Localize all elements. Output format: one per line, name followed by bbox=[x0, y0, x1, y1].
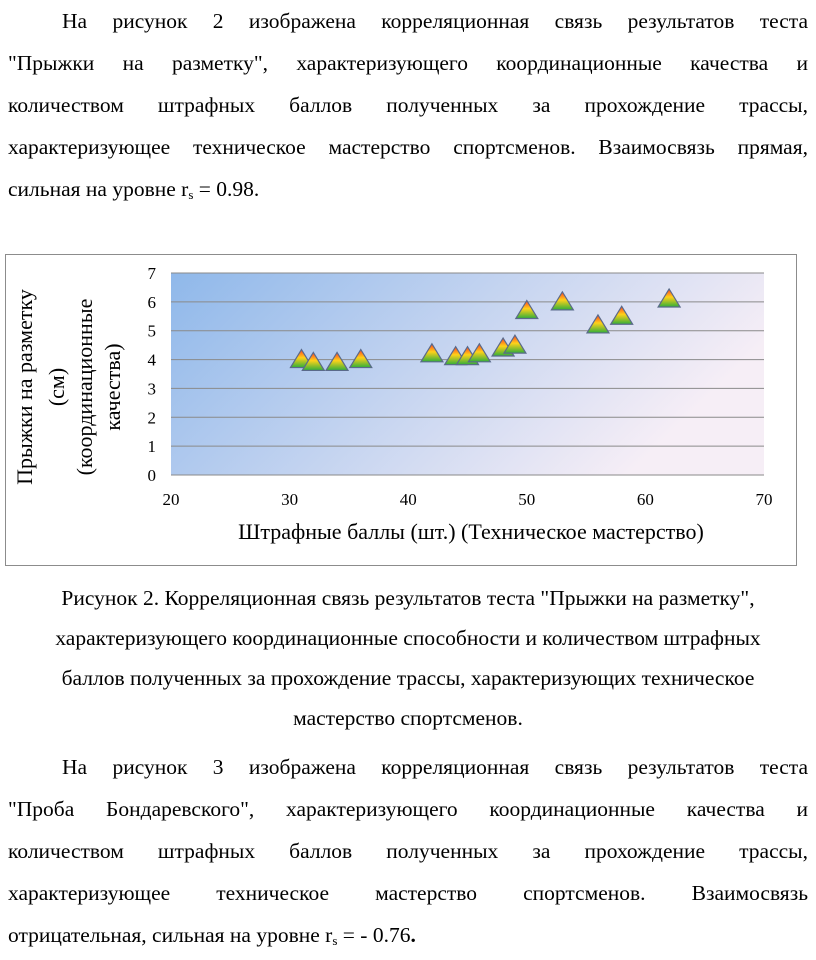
paragraph-1-line-5: сильная на уровне rs = 0.98. bbox=[8, 168, 808, 210]
data-point-13 bbox=[585, 313, 611, 334]
paragraph-1-line-4: характеризующее техническое мастерство с… bbox=[8, 135, 808, 159]
y-tick-label: 7 bbox=[148, 264, 157, 283]
paragraph-1-line-3: количеством штрафных баллов полученных з… bbox=[8, 93, 808, 117]
data-point-14 bbox=[609, 305, 634, 325]
scatter-chart: 0 1 2 3 4 5 6 7 20 30 40 50 60 70 Штрафные баллы (шт… bbox=[5, 254, 797, 566]
paragraph-1-line-2: "Прыжки на разметку", характеризующего к… bbox=[8, 51, 808, 75]
paragraph-1-line-1: На рисунок 2 изображена корреляционная с… bbox=[62, 9, 808, 33]
caption-line-1: Рисунок 2. Корреляционная связь результа… bbox=[61, 586, 755, 610]
y-axis-title-line-1: Прыжки на разметку bbox=[12, 289, 37, 485]
y-tick-label: 2 bbox=[148, 408, 157, 427]
data-point-8 bbox=[467, 342, 492, 363]
paragraph-2-line-1: На рисунок 3 изображена корреляционная с… bbox=[62, 755, 808, 779]
correlation-subscript-2: s bbox=[332, 933, 338, 948]
data-point-11 bbox=[514, 299, 539, 320]
correlation-prefix: сильная на уровне r bbox=[8, 177, 189, 201]
caption-line-3: баллов полученных за прохождение трассы,… bbox=[61, 666, 755, 690]
x-tick-label: 60 bbox=[637, 490, 654, 509]
correlation-subscript: s bbox=[188, 187, 194, 202]
y-axis-title: Прыжки на разметку (см) (координационные… bbox=[12, 289, 125, 485]
paragraph-2-line-3: количеством штрафных баллов полученных з… bbox=[8, 839, 808, 863]
paragraph-2: На рисунок 3 изображена корреляционная с… bbox=[8, 746, 808, 956]
y-tick-label: 4 bbox=[148, 351, 157, 370]
paragraph-2-line-2: "Проба Бондаревского", характеризующего … bbox=[8, 797, 808, 821]
data-point-4 bbox=[348, 348, 373, 369]
x-tick-label: 50 bbox=[518, 490, 535, 509]
y-axis-title-line-4: качества) bbox=[100, 343, 125, 430]
x-tick-label: 70 bbox=[756, 490, 773, 509]
y-tick-label: 3 bbox=[148, 379, 157, 398]
paragraph-1: На рисунок 2 изображена корреляционная с… bbox=[8, 0, 808, 210]
data-point-10 bbox=[502, 333, 528, 354]
data-point-12 bbox=[550, 290, 575, 311]
correlation-value: = 0.98. bbox=[193, 177, 260, 201]
correlation-period-2: . bbox=[410, 923, 416, 947]
paragraph-2-line-5: отрицательная, сильная на уровне rs = - … bbox=[8, 914, 808, 956]
paragraph-2-line-4: характеризующее техническое мастерство с… bbox=[8, 881, 808, 905]
data-point-15 bbox=[657, 287, 682, 308]
caption-line-2: характеризующего координационные способн… bbox=[55, 626, 761, 650]
y-axis-title-line-2: (см) bbox=[44, 368, 69, 406]
data-point-2 bbox=[301, 351, 326, 372]
data-points bbox=[289, 287, 682, 372]
caption-line-4: мастерство спортсменов. bbox=[293, 706, 523, 730]
x-tick-labels: 20 30 40 50 60 70 bbox=[163, 490, 773, 509]
y-tick-label: 5 bbox=[148, 322, 157, 341]
y-tick-label: 0 bbox=[148, 466, 157, 485]
chart-svg: 0 1 2 3 4 5 6 7 20 30 40 50 60 70 Штрафные баллы (шт… bbox=[12, 264, 773, 544]
data-point-3 bbox=[324, 351, 350, 372]
figure-caption: Рисунок 2. Корреляционная связь результа… bbox=[8, 578, 808, 738]
x-tick-label: 30 bbox=[281, 490, 298, 509]
y-tick-label: 6 bbox=[148, 293, 157, 312]
correlation-value-2: = - 0.76 bbox=[337, 923, 411, 947]
correlation-prefix-2: отрицательная, сильная на уровне r bbox=[8, 923, 333, 947]
y-tick-label: 1 bbox=[148, 437, 157, 456]
x-tick-label: 40 bbox=[400, 490, 417, 509]
data-point-5 bbox=[419, 342, 444, 363]
x-tick-label: 20 bbox=[163, 490, 180, 509]
x-axis-title: Штрафные баллы (шт.) (Техническое мастер… bbox=[238, 519, 704, 544]
y-tick-labels: 0 1 2 3 4 5 6 7 bbox=[148, 264, 157, 485]
y-axis-title-line-3: (координационные bbox=[72, 299, 97, 476]
